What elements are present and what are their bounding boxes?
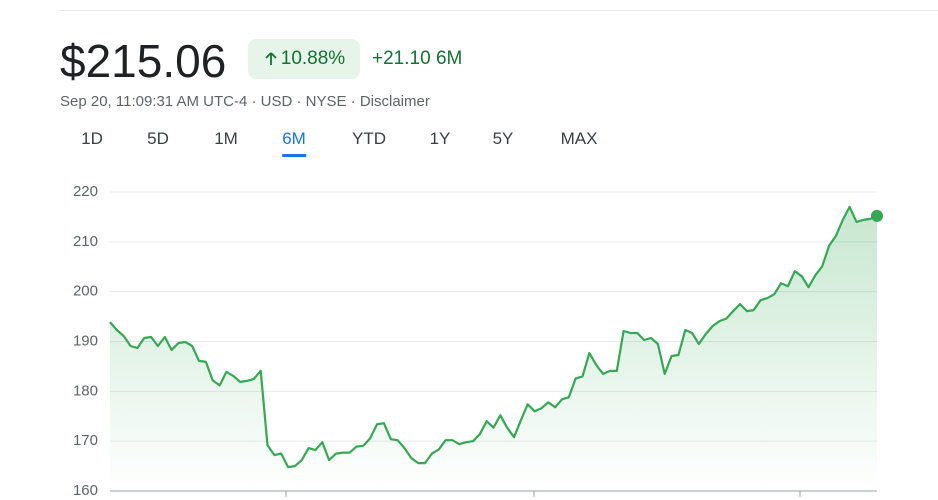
change-period: 6M (435, 48, 463, 69)
change-percent: 10.88% (280, 48, 346, 69)
y-tick-label: 160 (73, 482, 98, 499)
y-tick-label: 210 (73, 233, 98, 250)
range-tab[interactable]: MAX (560, 129, 598, 148)
y-tick-label: 170 (73, 432, 98, 449)
divider (60, 10, 938, 11)
change-amount: +21.10 (372, 48, 431, 69)
y-tick-label: 200 (73, 283, 98, 300)
quote-details: Sep 20, 11:09:31 AM UTC-4 · USD · NYSE ·… (60, 93, 430, 110)
change-value: +21.10 6M (372, 48, 462, 70)
y-tick-label: 180 (73, 382, 98, 399)
range-tab[interactable]: 1D (81, 129, 103, 148)
price-line (109, 205, 878, 469)
range-tab[interactable]: YTD (352, 129, 386, 148)
y-tick-label: 190 (73, 332, 98, 349)
last-point (871, 209, 883, 222)
range-tab[interactable]: 5D (147, 129, 169, 148)
price: $215.06 (60, 35, 227, 87)
range-tab[interactable]: 6M (282, 129, 306, 157)
range-tab[interactable]: 5Y (492, 129, 514, 148)
change-badge: 10.88% (248, 39, 360, 79)
up-arrow (265, 52, 277, 65)
area (110, 206, 877, 491)
range-tab[interactable]: 1Y (429, 129, 451, 148)
range-tab[interactable]: 1M (214, 129, 238, 148)
y-tick-label: 220 (73, 183, 98, 200)
